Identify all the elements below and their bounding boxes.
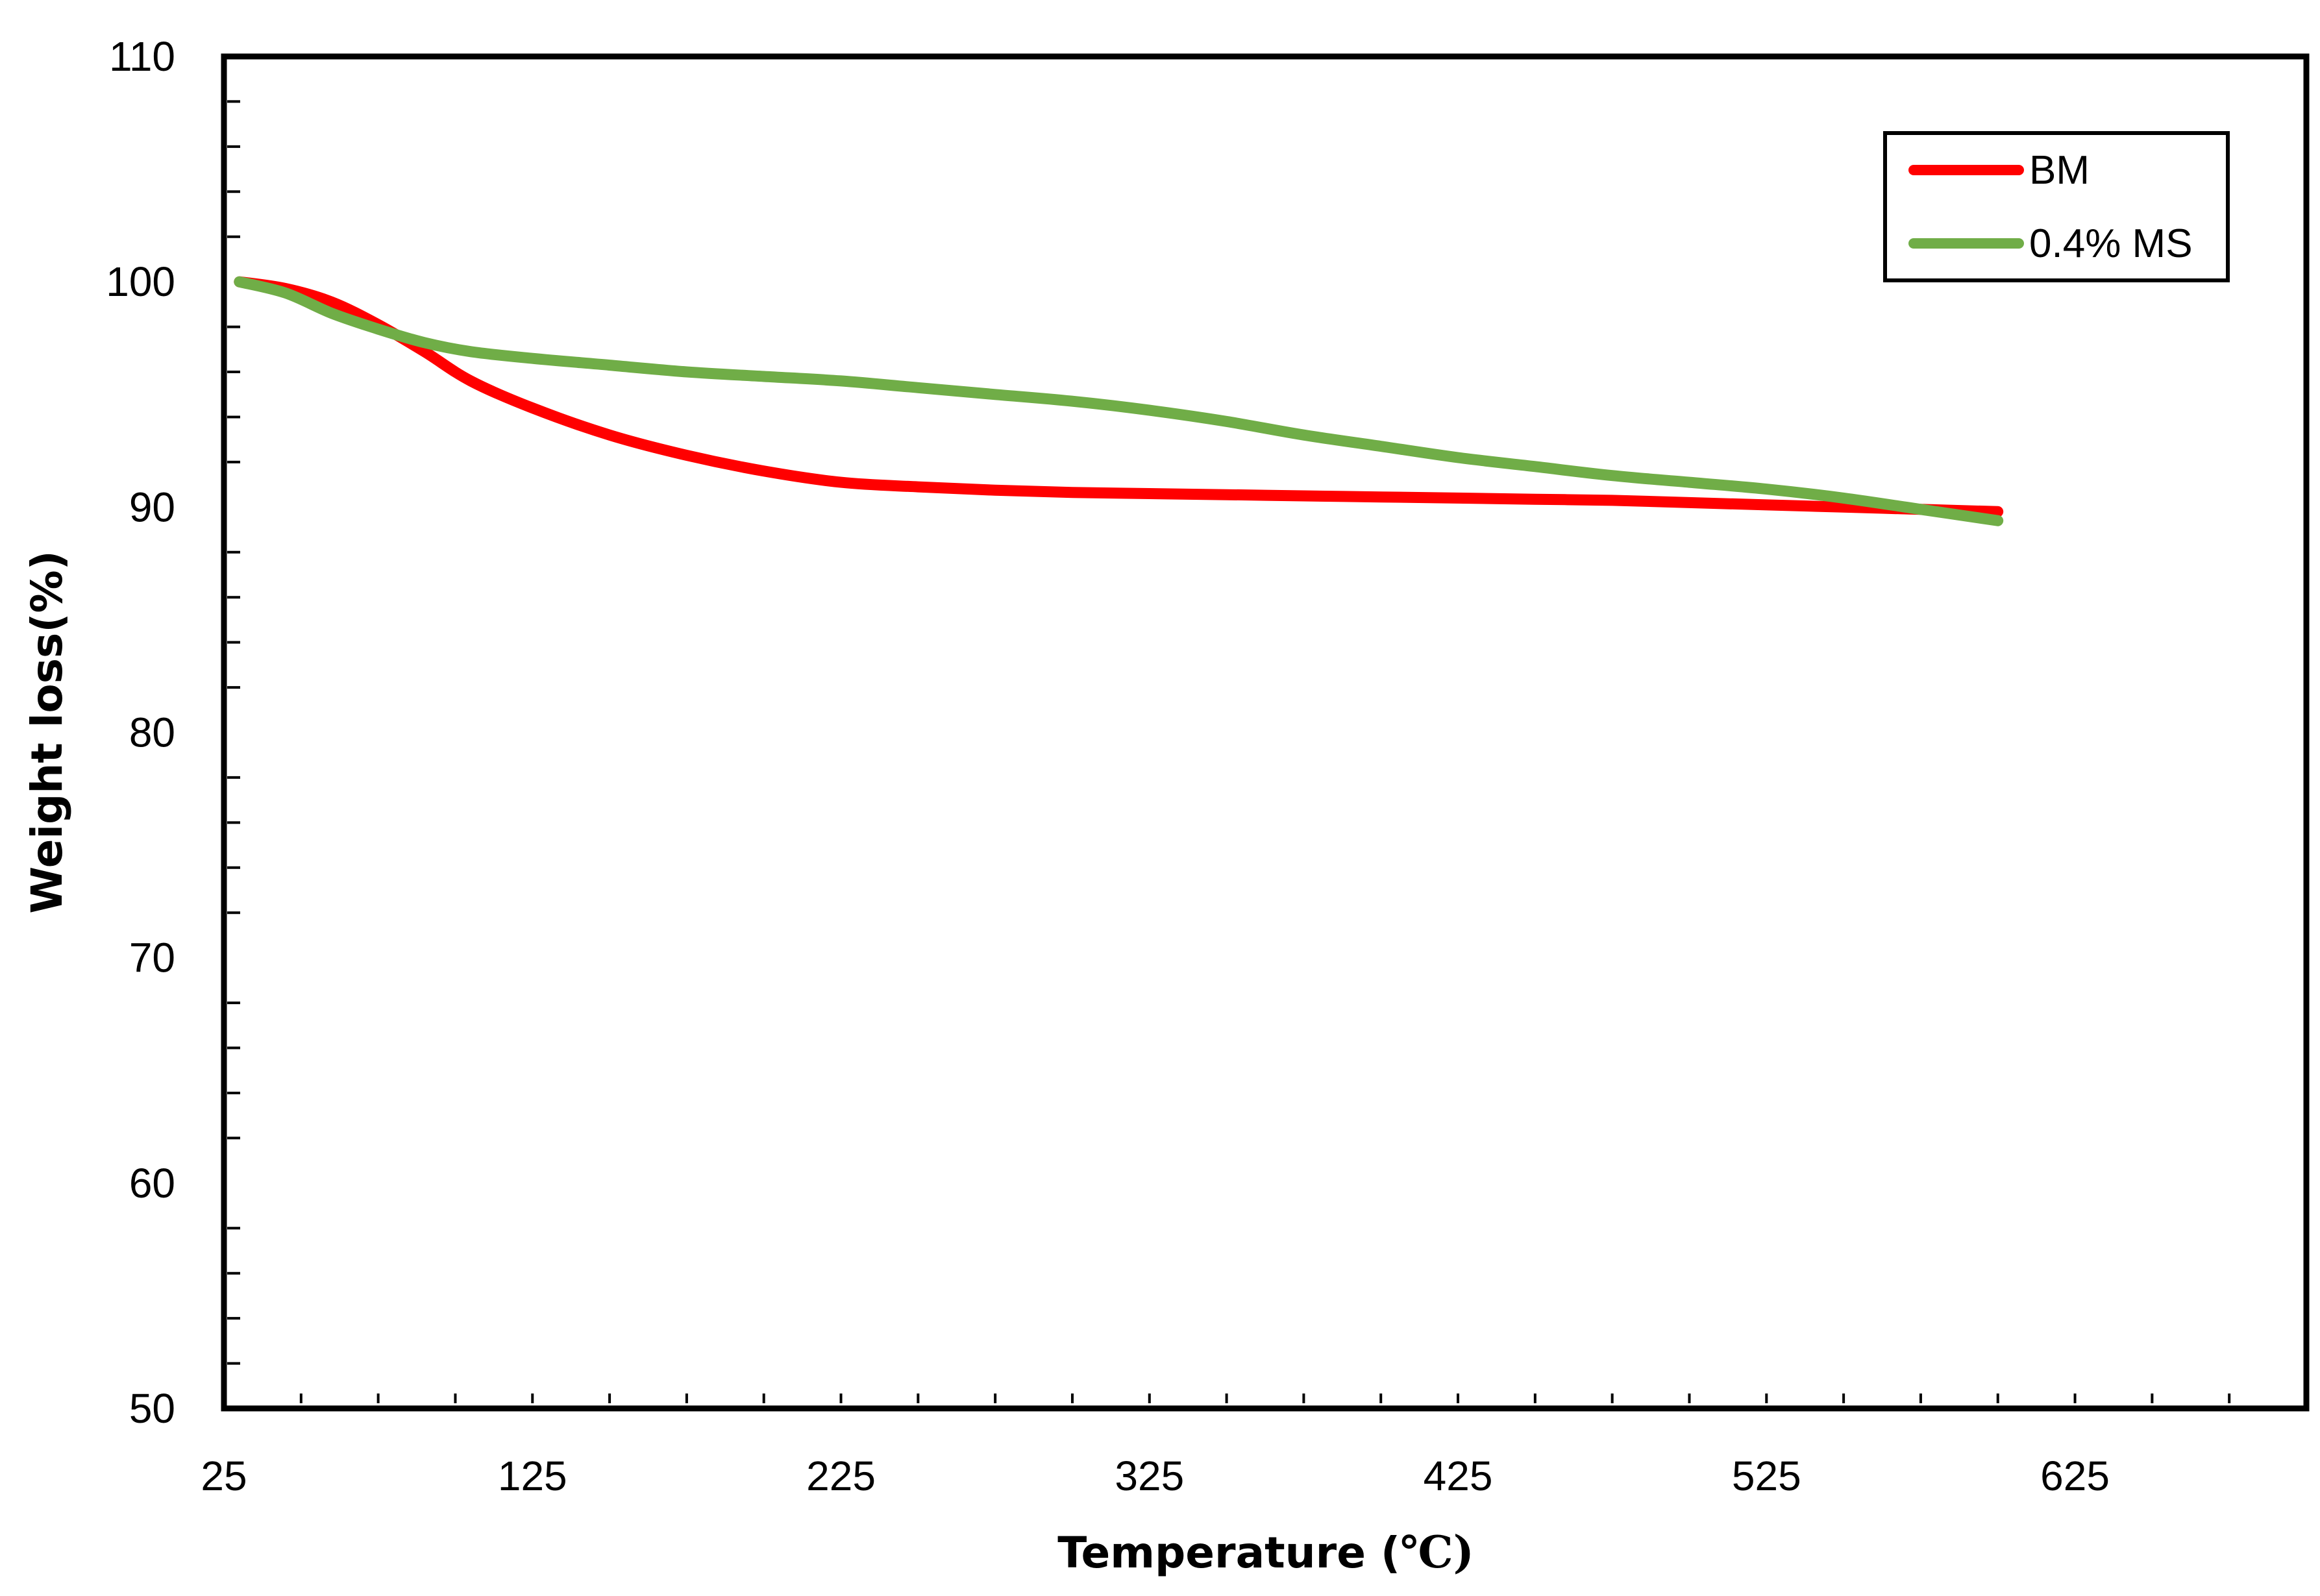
legend-frame: [1883, 131, 2230, 282]
x-tick-labels: 25 125 225 325 425 525 625: [201, 1453, 2110, 1499]
x-minor-ticks: [299, 1393, 2308, 1403]
y-tick-label: 60: [129, 1160, 175, 1207]
series-layer: [234, 276, 2004, 526]
legend-label-ms: 0.4% MS: [2029, 221, 2193, 266]
x-tick-label: 425: [1424, 1453, 1493, 1499]
legend: BM 0.4% MS: [1883, 131, 2230, 282]
x-tick-label: 525: [1732, 1453, 1801, 1499]
y-tick-label: 100: [106, 258, 175, 305]
legend-label-bm: BM: [2029, 148, 2090, 193]
y-axis-title: Weight loss(%): [22, 550, 72, 914]
y-tick-label: 110: [109, 33, 175, 80]
x-tick-label: 325: [1115, 1453, 1184, 1499]
x-tick-label: 125: [498, 1453, 567, 1499]
x-axis-title-text: Temperature (: [1057, 1528, 1400, 1578]
series-line-bm: [234, 276, 2004, 517]
x-tick-label: 625: [2040, 1453, 2110, 1499]
y-tick-label: 90: [129, 484, 175, 530]
x-axis-title: Temperature (℃): [1057, 1527, 1474, 1578]
y-tick-label: 80: [129, 709, 175, 756]
plot-area-frame: [221, 53, 2310, 1412]
x-tick-label: 225: [806, 1453, 876, 1499]
x-axis-title-unit: ℃): [1400, 1527, 1474, 1578]
y-tick-label: 70: [129, 935, 175, 981]
y-minor-ticks: [227, 100, 240, 1365]
series-line-0-4-ms: [234, 276, 2004, 526]
x-tick-label: 25: [201, 1453, 247, 1499]
y-tick-labels: 50 60 70 80 90 100 110: [106, 33, 175, 1432]
y-tick-label: 50: [129, 1385, 175, 1432]
